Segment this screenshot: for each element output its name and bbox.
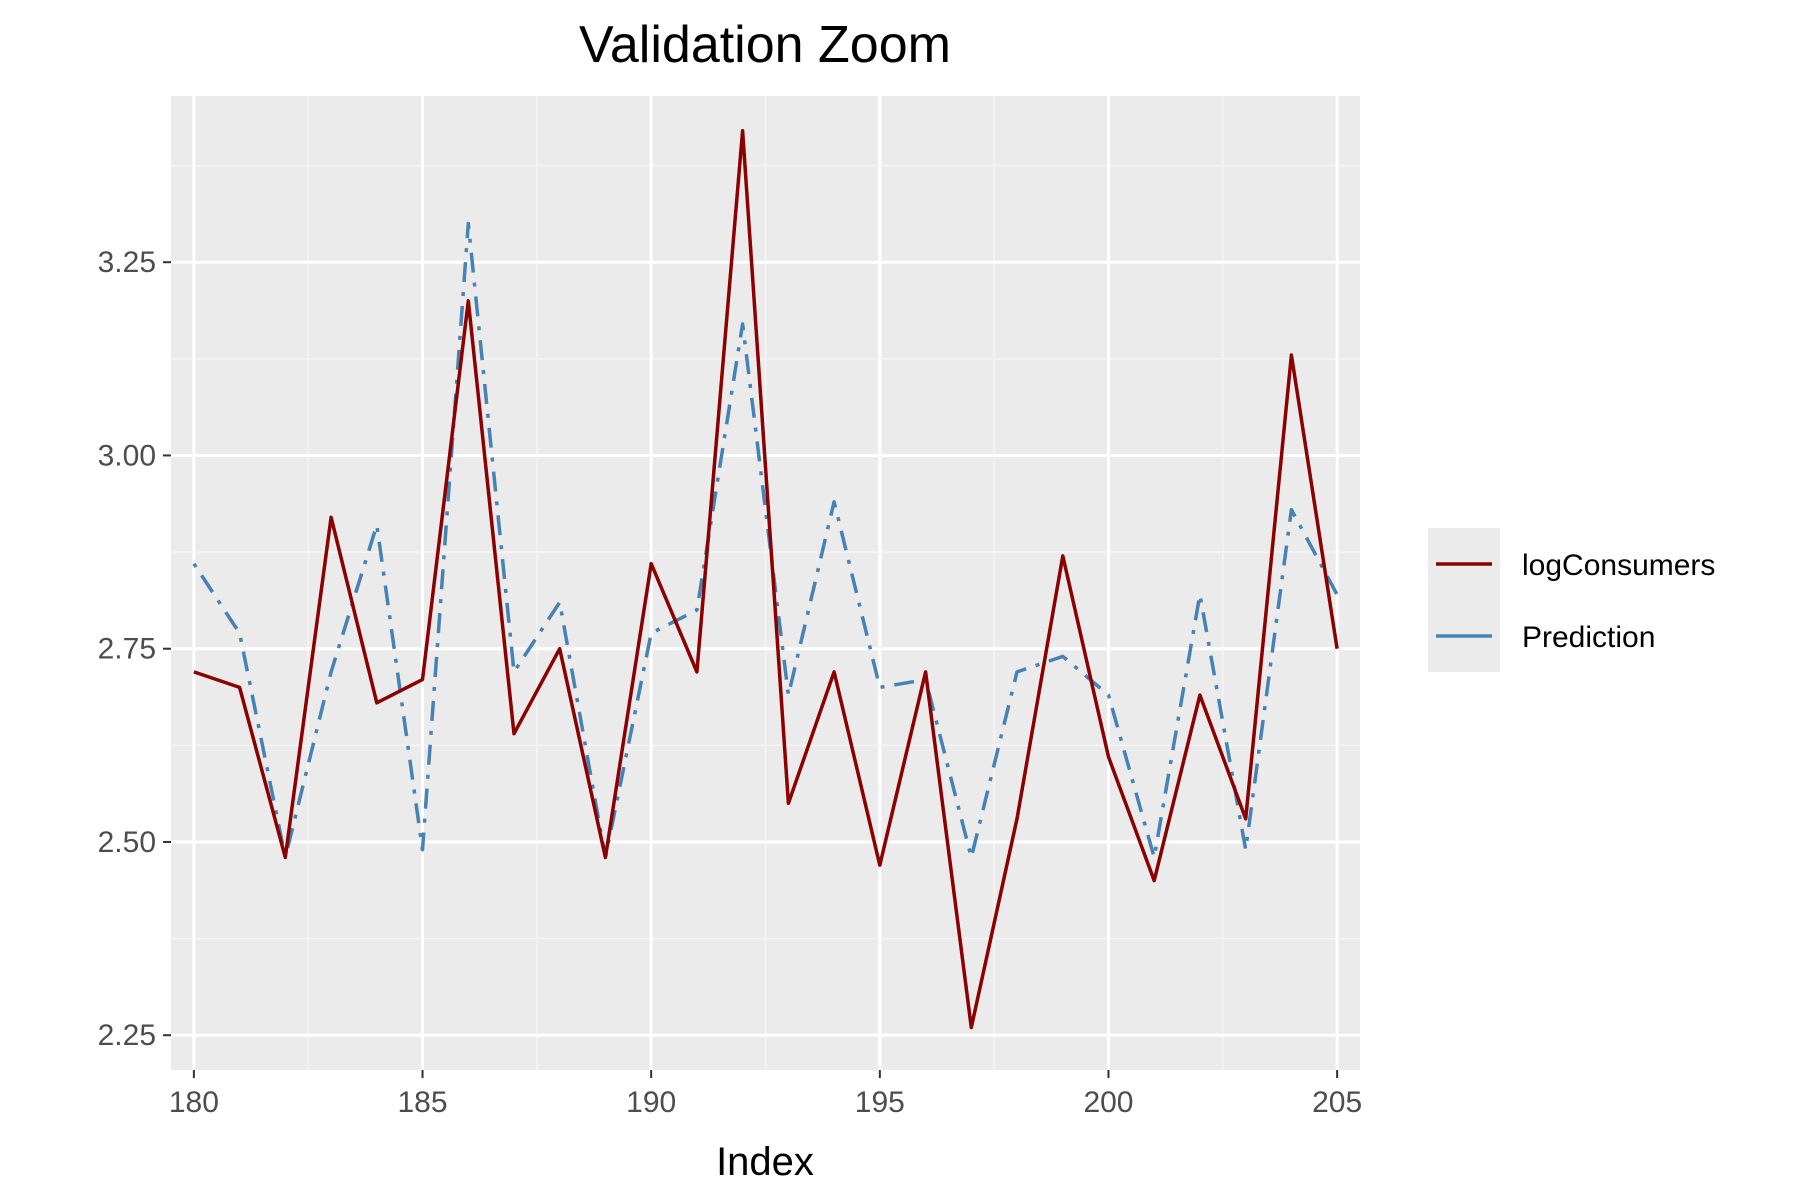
y-tick-label: 2.50 bbox=[98, 826, 156, 859]
x-tick-label: 180 bbox=[169, 1086, 219, 1119]
legend-label: Prediction bbox=[1522, 621, 1655, 654]
series-line-logconsumers bbox=[193, 129, 1339, 1030]
x-tick-label: 200 bbox=[1083, 1086, 1133, 1119]
legend-key-background bbox=[1428, 528, 1500, 672]
legend: logConsumers Prediction bbox=[1428, 528, 1715, 672]
x-axis: 180 185 190 195 200 205 bbox=[169, 1070, 1362, 1119]
x-tick-label: 190 bbox=[626, 1086, 676, 1119]
y-tick-label: 3.00 bbox=[98, 439, 156, 472]
minor-gridlines bbox=[171, 96, 1360, 1070]
legend-label: logConsumers bbox=[1522, 549, 1715, 582]
y-axis: 2.25 2.50 2.75 3.00 3.25 bbox=[98, 246, 171, 1052]
x-tick-label: 205 bbox=[1312, 1086, 1362, 1119]
major-gridlines bbox=[171, 96, 1360, 1070]
x-tick-label: 185 bbox=[397, 1086, 447, 1119]
series-lines bbox=[192, 129, 1339, 1030]
chart-title: Validation Zoom bbox=[579, 16, 951, 74]
x-axis-title: Index bbox=[716, 1140, 814, 1184]
y-tick-label: 2.25 bbox=[98, 1019, 156, 1052]
y-tick-label: 2.75 bbox=[98, 633, 156, 666]
y-tick-label: 3.25 bbox=[98, 246, 156, 279]
x-tick-label: 195 bbox=[855, 1086, 905, 1119]
